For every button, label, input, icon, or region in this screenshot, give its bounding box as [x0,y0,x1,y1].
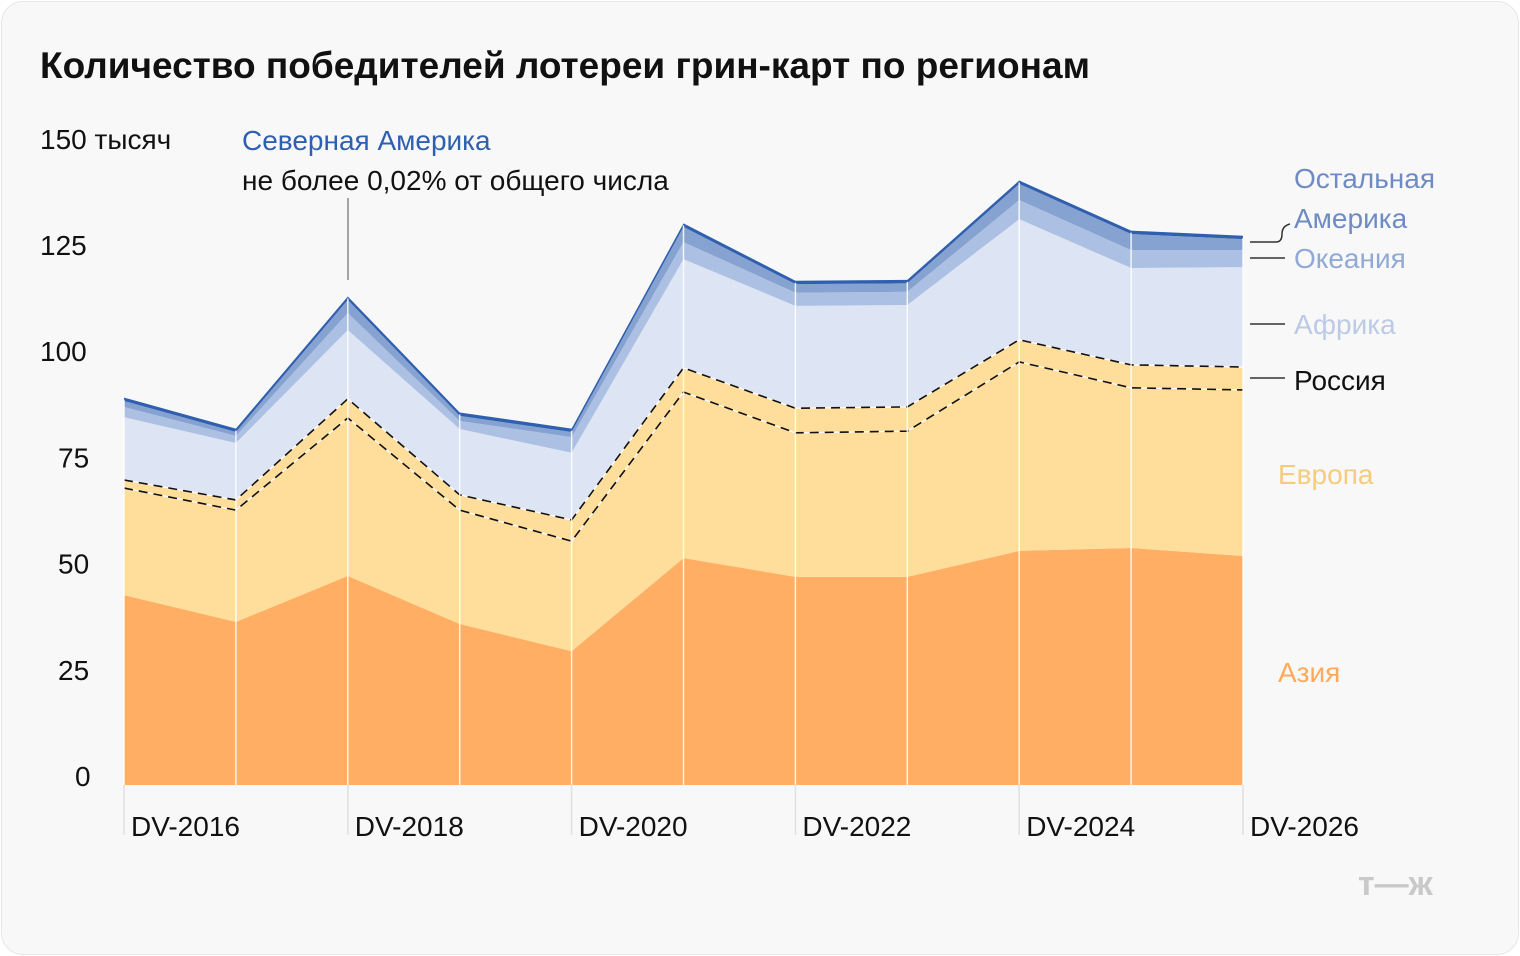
x-axis: DV-2016 DV-2018 DV-2020 DV-2022 DV-2024 DV-20… [123,785,1359,842]
y-tick-label: 50 [58,549,89,580]
y-tick-label: 25 [58,655,89,686]
area-2 [124,339,1243,542]
annotation-note: не более 0,02% от общего числа [242,165,669,196]
y-tick-label: 75 [58,442,89,473]
label-africa: Африка [1294,309,1396,340]
label-asia: Азия [1278,657,1340,688]
y-tick-label: 100 [40,336,87,367]
x-tick-label: DV-2018 [355,811,464,842]
label-europe: Европа [1278,459,1374,490]
label-rest-america-2: Америка [1294,203,1408,234]
area-3 [124,219,1243,520]
x-tick-label: DV-2024 [1026,811,1135,842]
label-rest-america-1: Остальная [1294,163,1435,194]
x-tick-label: DV-2020 [579,811,688,842]
y-tick-label: 150 тысяч [40,124,171,155]
label-oceania: Океания [1294,243,1406,274]
y-tick-label: 0 [75,761,91,792]
y-tick-label: 125 [40,230,87,261]
gridlines [123,182,1244,785]
chart-title: Количество победителей лотереи грин-карт… [40,45,1090,86]
leader-rest-america [1250,223,1291,243]
x-tick-label: DV-2026 [1250,811,1359,842]
x-tick-label: DV-2022 [802,811,911,842]
label-russia: Россия [1294,365,1386,396]
watermark-logo: т—ж [1358,865,1434,903]
boundary-dashed-2 [123,338,1244,521]
x-tick-label: DV-2016 [131,811,240,842]
label-north-america: Северная Америка [242,125,491,156]
y-axis: 0 25 50 75 100 125 150 тысяч [40,124,171,792]
